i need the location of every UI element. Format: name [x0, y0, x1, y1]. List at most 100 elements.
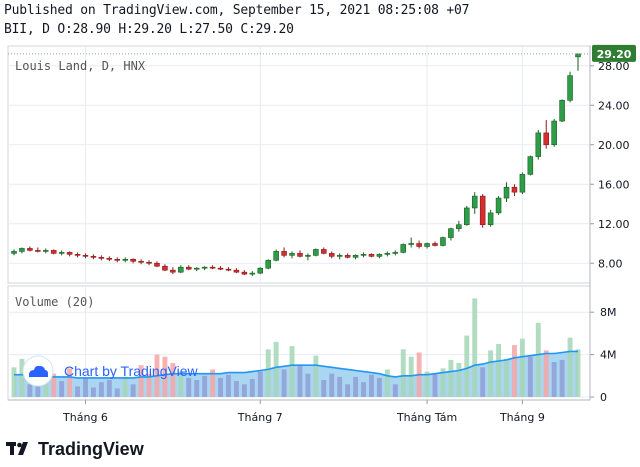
candle: [138, 260, 144, 263]
volume-bar: [122, 376, 128, 397]
volume-bar: [257, 371, 263, 397]
volume-bar: [210, 369, 216, 397]
volume-bar: [400, 349, 406, 397]
volume-bar: [130, 384, 136, 397]
volume-bar: [376, 377, 382, 397]
volume-bar: [226, 374, 231, 397]
volume-bar: [496, 344, 502, 397]
candle: [376, 254, 383, 257]
last-price-badge: [592, 44, 636, 62]
volume-bar: [543, 350, 549, 397]
candle: [98, 257, 105, 259]
candle: [336, 255, 343, 257]
volume-bar: [186, 377, 192, 397]
time-axis-label: Tháng Tám: [396, 411, 457, 424]
candle: [225, 268, 232, 271]
volume-bar: [297, 365, 303, 397]
volume-bar: [488, 350, 494, 397]
candle: [289, 253, 295, 256]
volume-bar: [11, 367, 17, 397]
candle: [551, 120, 557, 146]
candle: [392, 252, 399, 254]
volume-bar: [59, 381, 65, 397]
candle: [122, 258, 128, 261]
volume-bar: [233, 381, 239, 397]
candle: [273, 251, 279, 261]
volume-bar: [98, 382, 104, 397]
volume-bar: [51, 373, 57, 397]
volume-bar: [464, 335, 470, 397]
volume-bar: [519, 338, 525, 397]
volume-bar: [138, 365, 144, 397]
tradingview-brand[interactable]: TradingView: [6, 438, 144, 460]
candle: [487, 212, 494, 226]
volume-bar: [329, 373, 335, 397]
chart-by-tradingview-watermark[interactable]: Chart by TradingView: [22, 355, 198, 387]
candle: [313, 249, 319, 256]
volume-bar: [551, 362, 557, 397]
candle: [400, 244, 407, 253]
candle: [58, 252, 65, 254]
candle: [66, 252, 73, 255]
volume-bar: [392, 384, 398, 397]
price-axis-label: 20.00: [598, 139, 630, 152]
volume-bar: [218, 377, 223, 397]
volume-title: Volume (20): [15, 295, 94, 309]
candle: [368, 254, 375, 257]
volume-bar: [480, 367, 486, 397]
volume-bar: [456, 363, 462, 397]
price-pane: [7, 45, 591, 284]
volume-bar: [273, 341, 279, 397]
candle: [27, 248, 33, 251]
candle: [11, 251, 17, 254]
volume-bar: [249, 378, 255, 397]
candle: [265, 259, 271, 269]
candle: [432, 243, 438, 246]
candle: [50, 250, 57, 254]
candle: [456, 224, 462, 229]
volume-bar: [178, 371, 184, 397]
volume-bar: [194, 380, 200, 397]
candle: [241, 271, 248, 275]
candle: [471, 195, 478, 209]
candle: [178, 266, 184, 273]
volume-bar: [345, 384, 351, 397]
volume-bar: [146, 373, 152, 397]
volume-bar: [289, 346, 295, 397]
price-axis-label: 28.00: [598, 60, 630, 73]
candle: [249, 272, 256, 275]
volume-bar: [19, 358, 25, 397]
candle: [527, 156, 534, 175]
volume-bar: [83, 377, 88, 397]
candle: [464, 207, 470, 226]
volume-bar: [384, 369, 390, 397]
volume-bar: [408, 356, 414, 397]
volume-bar: [432, 373, 438, 397]
volume-bar: [511, 345, 517, 397]
candle: [201, 266, 208, 269]
brand-name: TradingView: [38, 438, 144, 459]
candle: [416, 243, 422, 247]
candle: [448, 228, 454, 238]
volume-bar: [202, 375, 208, 397]
price-axis-label: 24.00: [598, 99, 630, 112]
candle: [321, 249, 327, 254]
candle: [257, 267, 264, 274]
candle: [209, 266, 216, 269]
volume-bar: [535, 322, 541, 397]
candle: [193, 267, 200, 270]
candle: [146, 261, 152, 264]
volume-bar: [321, 380, 327, 397]
volume-bar: [162, 356, 168, 397]
candle: [130, 258, 136, 262]
volume-bar: [305, 373, 311, 397]
volume-bar: [27, 384, 33, 397]
time-axis-label: Tháng 7: [237, 411, 283, 424]
volume-ma-line: [14, 350, 578, 379]
volume-bar: [90, 387, 96, 397]
candle: [43, 250, 49, 252]
volume-bar: [170, 363, 176, 397]
candle: [495, 197, 502, 214]
volume-bar: [241, 384, 247, 397]
